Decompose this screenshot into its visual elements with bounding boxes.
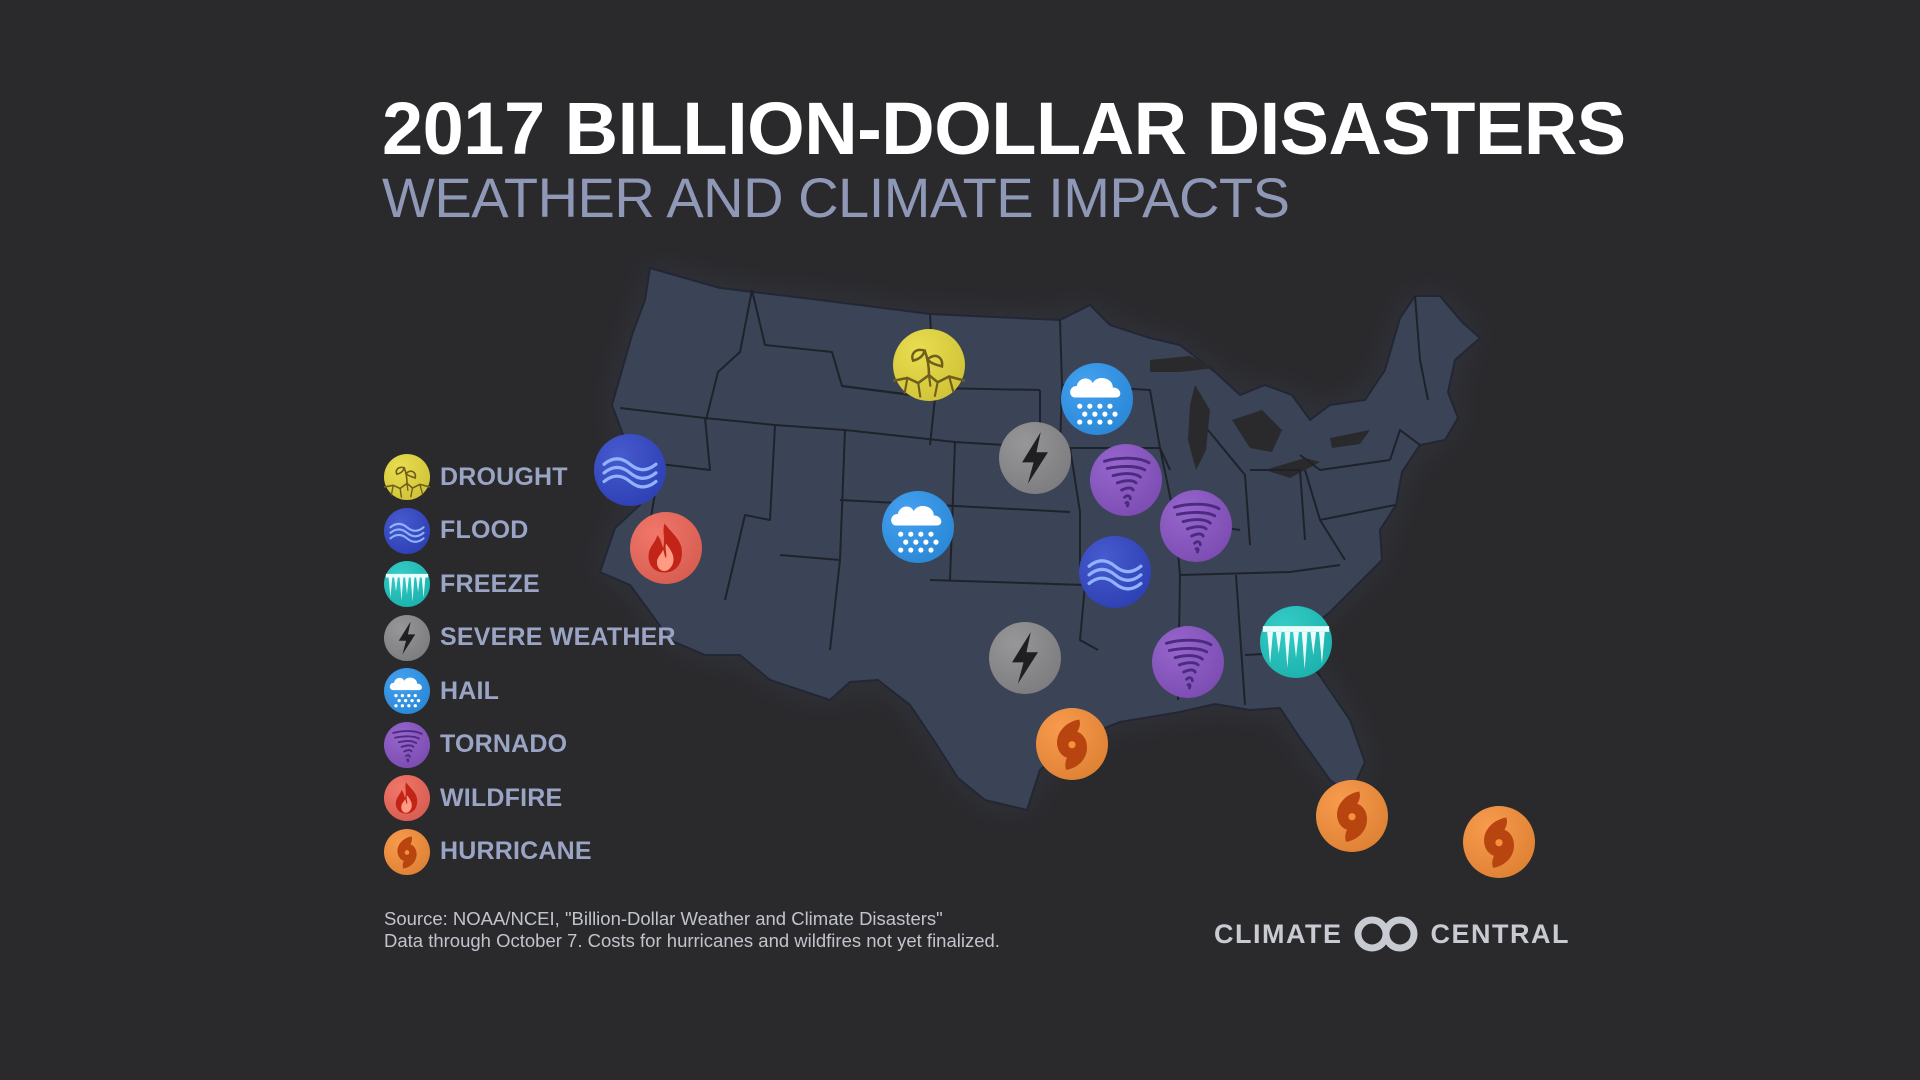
hurricane-icon — [384, 828, 430, 875]
legend-label: WILDFIRE — [440, 783, 563, 812]
data-note-line: Data through October 7. Costs for hurric… — [384, 930, 1000, 951]
legend-item-severe-weather: SEVERE WEATHER — [384, 614, 704, 661]
legend-label: TORNADO — [440, 730, 568, 758]
page-title: 2017 BILLION-DOLLAR DISASTERS — [382, 87, 1626, 170]
freeze-icon — [384, 561, 430, 607]
hail-marker — [1061, 363, 1133, 435]
hail-marker — [882, 491, 954, 563]
drought-marker — [893, 329, 965, 401]
flood-marker — [1079, 536, 1151, 608]
legend-label: FREEZE — [440, 569, 540, 598]
drought-icon — [384, 454, 430, 500]
tornado-marker — [1090, 444, 1162, 516]
legend-item-drought: DROUGHT — [384, 454, 704, 500]
brand-word-left: CLIMATE — [1214, 918, 1343, 949]
hurricane-marker — [1036, 708, 1108, 780]
page-subtitle: WEATHER AND CLIMATE IMPACTS — [382, 166, 1290, 229]
tornado-marker — [1160, 490, 1232, 562]
legend-label: HURRICANE — [440, 837, 592, 865]
legend-item-hurricane: HURRICANE — [384, 828, 704, 875]
legend-item-freeze: FREEZE — [384, 561, 704, 607]
legend: DROUGHT FLOOD FREEZE SEVERE WEATHER HAIL… — [384, 454, 704, 882]
severe-weather-marker — [999, 422, 1071, 494]
legend-item-wildfire: WILDFIRE — [384, 775, 704, 821]
hail-icon — [384, 668, 430, 714]
climate-central-logo: CLIMATE CENTRAL — [1214, 915, 1570, 953]
hurricane-marker — [1316, 780, 1388, 852]
tornado-marker — [1152, 626, 1224, 698]
legend-item-tornado: TORNADO — [384, 721, 704, 768]
severe-weather-icon — [384, 614, 430, 661]
hurricane-marker — [1463, 806, 1535, 878]
flood-icon — [384, 507, 430, 554]
brand-word-right: CENTRAL — [1430, 918, 1570, 949]
contiguous-us-landmass — [598, 266, 1482, 812]
legend-label: FLOOD — [440, 516, 529, 544]
freeze-marker — [1260, 606, 1332, 678]
legend-label: HAIL — [440, 676, 500, 705]
tornado-icon — [384, 721, 430, 768]
legend-item-hail: HAIL — [384, 668, 704, 714]
legend-label: DROUGHT — [440, 462, 568, 491]
source-line: Source: NOAA/NCEI, "Billion-Dollar Weath… — [384, 908, 943, 929]
legend-item-flood: FLOOD — [384, 507, 704, 554]
wildfire-icon — [384, 775, 430, 821]
severe-weather-marker — [989, 622, 1061, 694]
source-note: Source: NOAA/NCEI, "Billion-Dollar Weath… — [384, 908, 1000, 952]
brand-rings-icon — [1354, 916, 1418, 952]
legend-label: SEVERE WEATHER — [440, 623, 676, 651]
